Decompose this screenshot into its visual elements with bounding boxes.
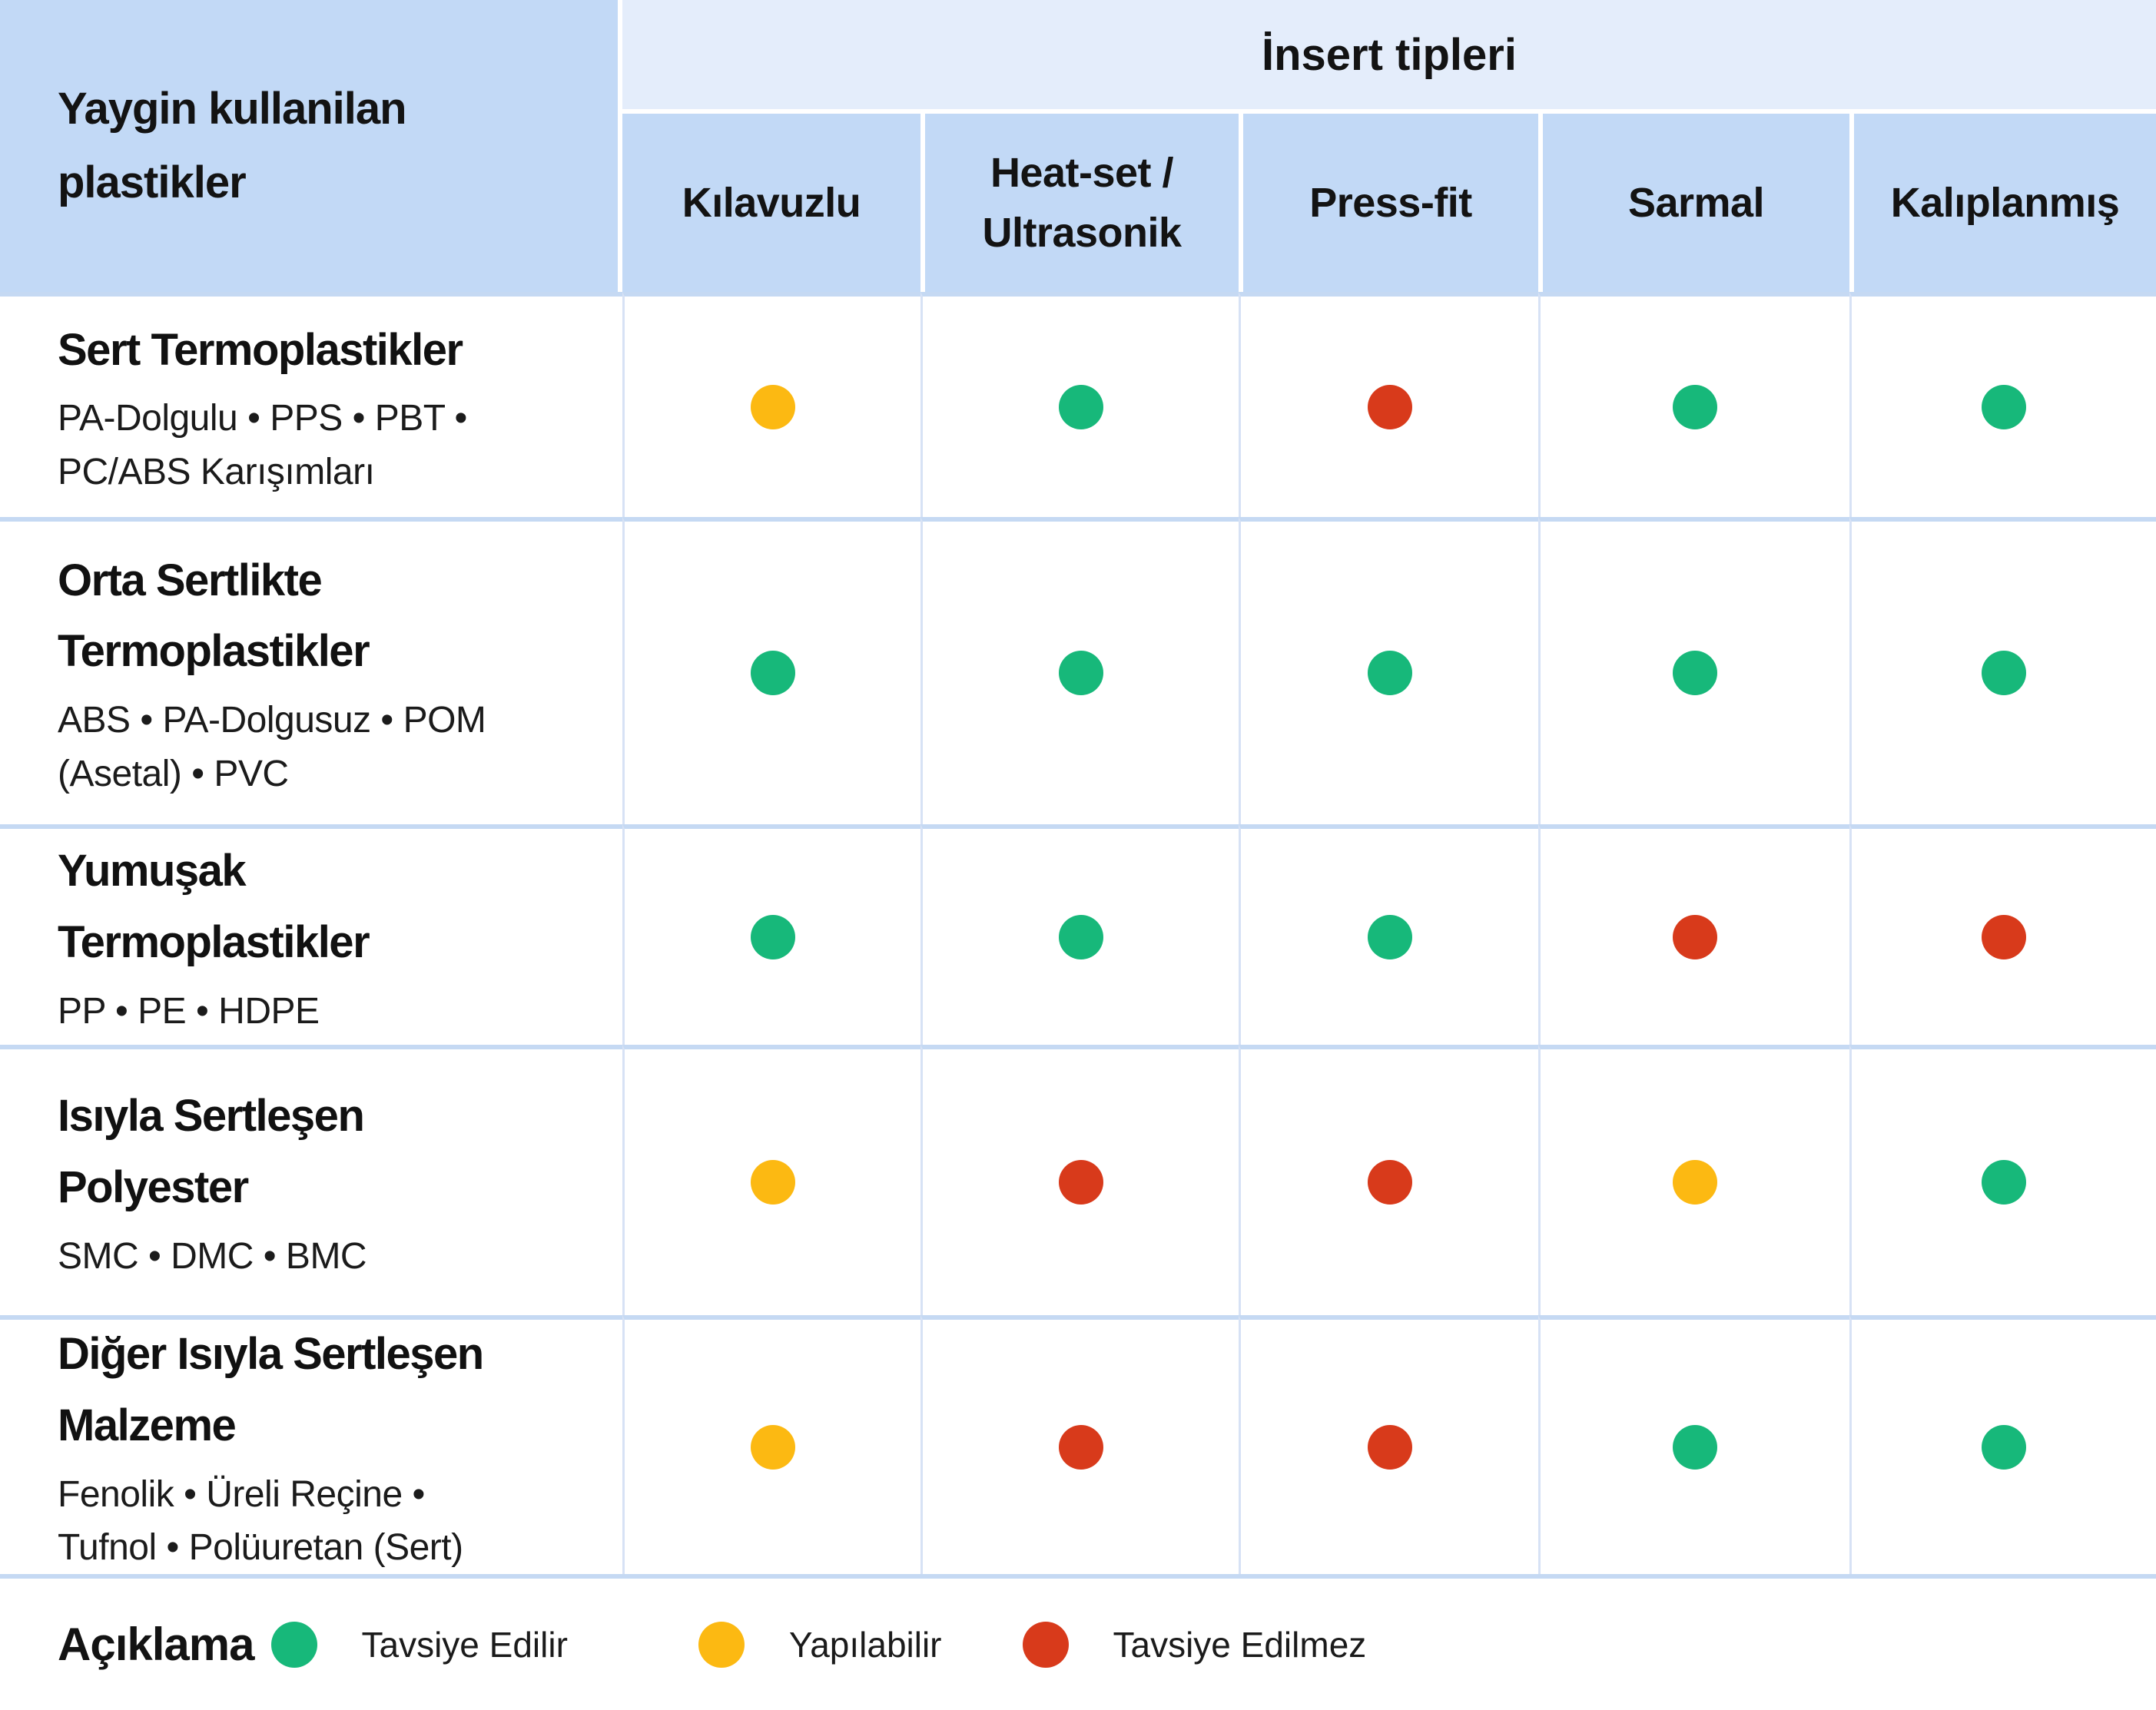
material-examples: SMC • DMC • BMC — [58, 1236, 367, 1277]
status-dot-not-recommended — [1058, 1160, 1103, 1205]
rating-cell — [622, 1315, 920, 1574]
rating-cell — [1849, 517, 2156, 824]
rating-cell — [920, 1315, 1239, 1574]
status-dot-recommended — [1982, 384, 2026, 429]
material-row-label: Yumuşak Termoplastikler PP • PE • HDPE — [0, 824, 622, 1045]
status-dot-not-recommended — [1058, 1424, 1103, 1470]
legend-label-not-recommended: Tavsiye Edilmez — [1113, 1624, 1367, 1665]
rating-cell — [920, 1045, 1239, 1315]
legend-title: Açıklama — [58, 1619, 254, 1670]
legend-label-possible: Yapılabilir — [788, 1624, 942, 1665]
column-header-pressfit: Press-fit — [1239, 114, 1538, 292]
column-header-sarmal: Sarmal — [1538, 114, 1849, 292]
rating-cell — [1849, 1045, 2156, 1315]
rating-cell — [1849, 1315, 2156, 1574]
legend: Açıklama Tavsiye Edilir Yapılabilir Tavs… — [0, 1574, 2156, 1710]
legend-item-not-recommended: Tavsiye Edilmez — [1022, 1621, 1367, 1668]
status-dot-not-recommended — [1982, 914, 2026, 959]
rating-cell — [1538, 292, 1849, 517]
legend-item-recommended: Tavsiye Edilir — [270, 1621, 568, 1668]
rating-cell — [1849, 824, 2156, 1045]
material-examples: PP • PE • HDPE — [58, 990, 320, 1032]
status-dot-recommended — [1673, 651, 1717, 695]
legend-item-possible: Yapılabilir — [698, 1621, 942, 1668]
material-row-label: Sert Termoplastikler PA-Dolgulu • PPS • … — [0, 292, 622, 517]
rating-cell — [1239, 1315, 1538, 1574]
status-dot-not-recommended — [1367, 1160, 1412, 1205]
column-header-heatset-ultrasonik: Heat-set / Ultrasonik — [920, 114, 1239, 292]
status-dot-recommended — [1367, 914, 1412, 959]
status-dot-recommended — [1058, 384, 1103, 429]
legend-label-recommended: Tavsiye Edilir — [361, 1624, 568, 1665]
material-row-label: Isıyla Sertleşen Polyester SMC • DMC • B… — [0, 1045, 622, 1315]
status-dot-possible — [1673, 1160, 1717, 1205]
rating-cell — [920, 824, 1239, 1045]
status-dot-recommended — [1982, 1424, 2026, 1470]
status-dot-recommended — [1982, 1160, 2026, 1205]
material-title: Yumuşak Termoplastikler — [58, 845, 370, 967]
status-dot-recommended — [750, 914, 795, 959]
status-dot-recommended — [1982, 651, 2026, 695]
status-dot-recommended — [1058, 914, 1103, 959]
status-dot-possible — [750, 384, 795, 429]
material-row-label: Diğer Isıyla Sertleşen Malzeme Fenolik •… — [0, 1315, 622, 1574]
status-dot-not-recommended — [1367, 384, 1412, 429]
material-title: Sert Termoplastikler — [58, 324, 463, 375]
compatibility-table: Yaygin kullanilan plastikler İnsert tipl… — [0, 0, 2156, 1574]
rating-cell — [1538, 517, 1849, 824]
column-header-kilavuzlu: Kılavuzlu — [622, 114, 920, 292]
material-row-label: Orta Sertlikte Termoplastikler ABS • PA-… — [0, 517, 622, 824]
status-dot-possible — [750, 1424, 795, 1470]
material-examples: PA-Dolgulu • PPS • PBT • PC/ABS Karışıml… — [58, 398, 467, 492]
rating-cell — [1239, 1045, 1538, 1315]
column-header-kaliplanmis: Kalıplanmış — [1849, 114, 2156, 292]
rating-cell — [622, 517, 920, 824]
status-dot-not-recommended — [1367, 1424, 1412, 1470]
status-dot-not-recommended — [1022, 1621, 1069, 1668]
group-header-title: İnsert tipleri — [1262, 29, 1517, 80]
rating-cell — [1538, 1045, 1849, 1315]
status-dot-recommended — [1673, 384, 1717, 429]
rating-cell — [622, 824, 920, 1045]
row-header-title: Yaygin kullanilan plastikler — [58, 84, 407, 207]
rating-cell — [1239, 517, 1538, 824]
row-header-cell: Yaygin kullanilan plastikler — [0, 0, 622, 292]
status-dot-possible — [750, 1160, 795, 1205]
material-title: Orta Sertlikte Termoplastikler — [58, 555, 370, 677]
rating-cell — [622, 292, 920, 517]
status-dot-recommended — [1673, 1424, 1717, 1470]
rating-cell — [920, 292, 1239, 517]
rating-cell — [1239, 292, 1538, 517]
status-dot-recommended — [270, 1621, 317, 1668]
rating-cell — [920, 517, 1239, 824]
status-dot-recommended — [750, 651, 795, 695]
status-dot-recommended — [1058, 651, 1103, 695]
material-title: Diğer Isıyla Sertleşen Malzeme — [58, 1329, 484, 1450]
status-dot-possible — [698, 1621, 745, 1668]
status-dot-recommended — [1367, 651, 1412, 695]
group-header: İnsert tipleri — [622, 0, 2156, 114]
material-title: Isıyla Sertleşen Polyester — [58, 1091, 365, 1213]
rating-cell — [1239, 824, 1538, 1045]
rating-cell — [1849, 292, 2156, 517]
rating-cell — [1538, 824, 1849, 1045]
rating-cell — [622, 1045, 920, 1315]
material-examples: Fenolik • Üreli Reçine • Tufnol • Polüur… — [58, 1473, 463, 1569]
rating-cell — [1538, 1315, 1849, 1574]
material-examples: ABS • PA-Dolgusuz • POM (Asetal) • PVC — [58, 700, 486, 794]
status-dot-not-recommended — [1673, 914, 1717, 959]
